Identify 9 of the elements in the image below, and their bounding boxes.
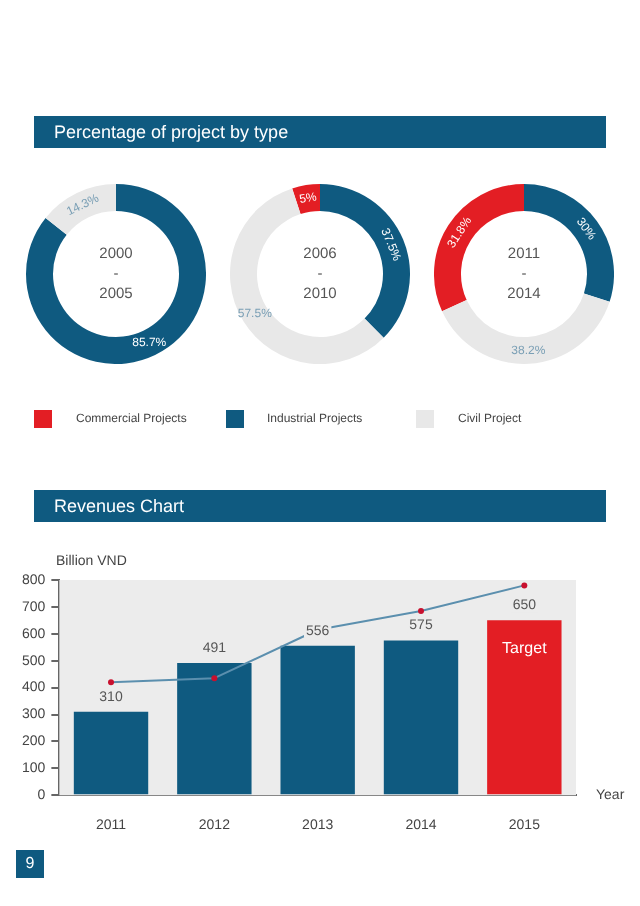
- text: 9: [16, 850, 44, 878]
- bar: [73, 711, 149, 795]
- bar: [280, 645, 355, 795]
- annotation: Target: [502, 638, 549, 657]
- chart-title: Revenues Chart: [34, 490, 606, 522]
- bar: [383, 640, 459, 795]
- bar: [487, 620, 562, 795]
- bar: [177, 663, 252, 795]
- chart-title: Percentage of project by type: [34, 116, 606, 148]
